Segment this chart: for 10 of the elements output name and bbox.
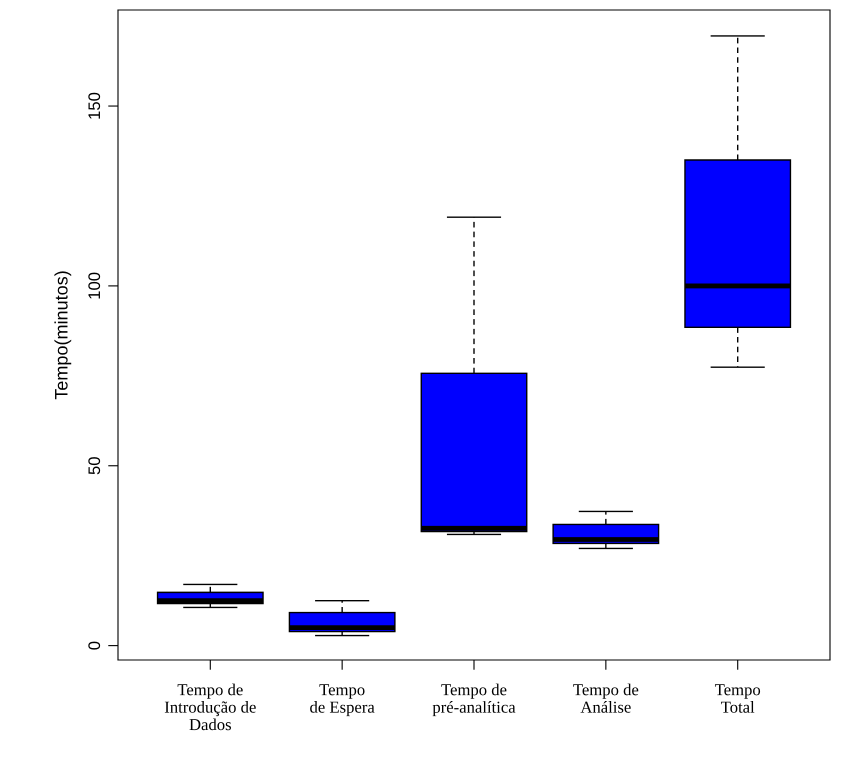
y-tick-label: 150 (88, 92, 100, 119)
x-tick-label: Tempo de pré-analítica (432, 684, 516, 716)
x-tick-label: Tempo de Introdução de Dados (164, 684, 256, 730)
y-axis-title: Tempo(minutos) (54, 271, 72, 400)
x-tick-label: Tempo de Espera (310, 684, 375, 716)
y-tick-label: 100 (88, 272, 100, 299)
x-tick-label: Tempo Total (714, 684, 760, 713)
y-tick-label: 0 (88, 642, 100, 650)
y-tick-label: 50 (88, 457, 100, 474)
x-tick-label: Tempo de Análise (573, 684, 638, 713)
